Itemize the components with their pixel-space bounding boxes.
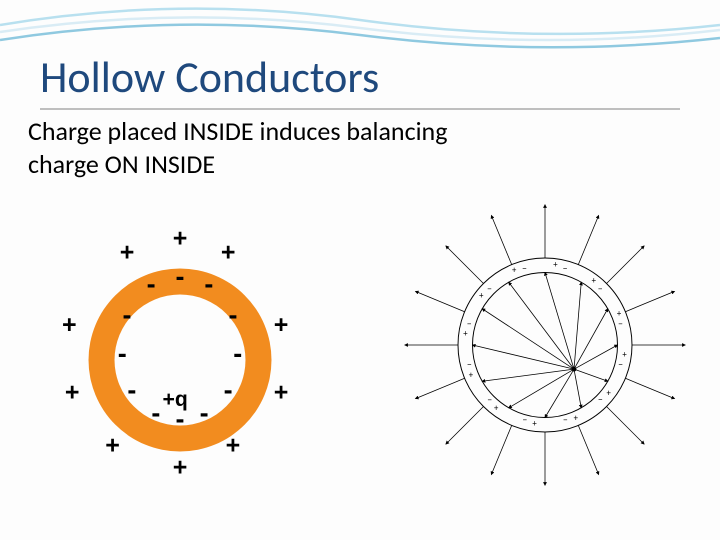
page-title: Hollow Conductors	[40, 50, 379, 104]
svg-text:-: -	[224, 375, 233, 405]
svg-text:−: −	[522, 414, 527, 426]
svg-text:−: −	[563, 263, 568, 275]
svg-text:-: -	[176, 261, 185, 291]
svg-text:−: −	[598, 394, 603, 406]
svg-text:-: -	[118, 338, 127, 368]
svg-text:−: −	[467, 318, 472, 330]
svg-text:-: -	[127, 375, 136, 405]
svg-text:+: +	[532, 420, 537, 430]
svg-text:+q: +q	[163, 388, 188, 411]
subtitle-text: Charge placed INSIDE induces balancing c…	[28, 115, 458, 180]
svg-text:+: +	[62, 311, 77, 339]
svg-text:+: +	[607, 389, 612, 399]
svg-text:+: +	[574, 414, 579, 424]
svg-text:+: +	[274, 378, 289, 406]
svg-text:+: +	[226, 431, 241, 459]
svg-text:−: −	[467, 359, 472, 371]
right-field-diagram: ++++++++++++−−−−−−−−−−−−	[400, 200, 690, 490]
svg-text:+: +	[469, 371, 474, 381]
svg-text:+: +	[494, 404, 499, 414]
svg-text:-: -	[147, 269, 156, 299]
svg-text:−: −	[487, 394, 492, 406]
svg-text:−: −	[563, 414, 568, 426]
svg-text:-: -	[151, 398, 160, 428]
svg-text:+: +	[173, 453, 188, 481]
svg-text:+: +	[221, 239, 236, 267]
svg-text:-: -	[200, 398, 209, 428]
svg-text:−: −	[618, 358, 623, 370]
svg-text:+: +	[65, 378, 80, 406]
svg-text:-: -	[123, 300, 132, 330]
svg-text:+: +	[105, 431, 120, 459]
svg-text:-: -	[228, 300, 237, 330]
svg-text:+: +	[553, 261, 558, 271]
svg-text:−: −	[618, 318, 623, 330]
svg-text:+: +	[512, 266, 517, 276]
svg-text:-: -	[233, 338, 242, 368]
svg-text:-: -	[204, 269, 213, 299]
svg-text:+: +	[622, 350, 627, 360]
svg-text:−: −	[522, 263, 527, 275]
svg-text:−: −	[487, 283, 492, 295]
left-conductor-diagram: ++++++++++------------+q	[50, 230, 310, 490]
svg-text:+: +	[479, 291, 484, 301]
svg-text:+: +	[463, 330, 468, 340]
svg-text:+: +	[274, 311, 289, 339]
svg-text:+: +	[120, 239, 135, 267]
title-underline	[40, 108, 680, 110]
svg-text:+: +	[592, 276, 597, 286]
svg-text:+: +	[173, 230, 188, 252]
svg-text:−: −	[598, 283, 603, 295]
